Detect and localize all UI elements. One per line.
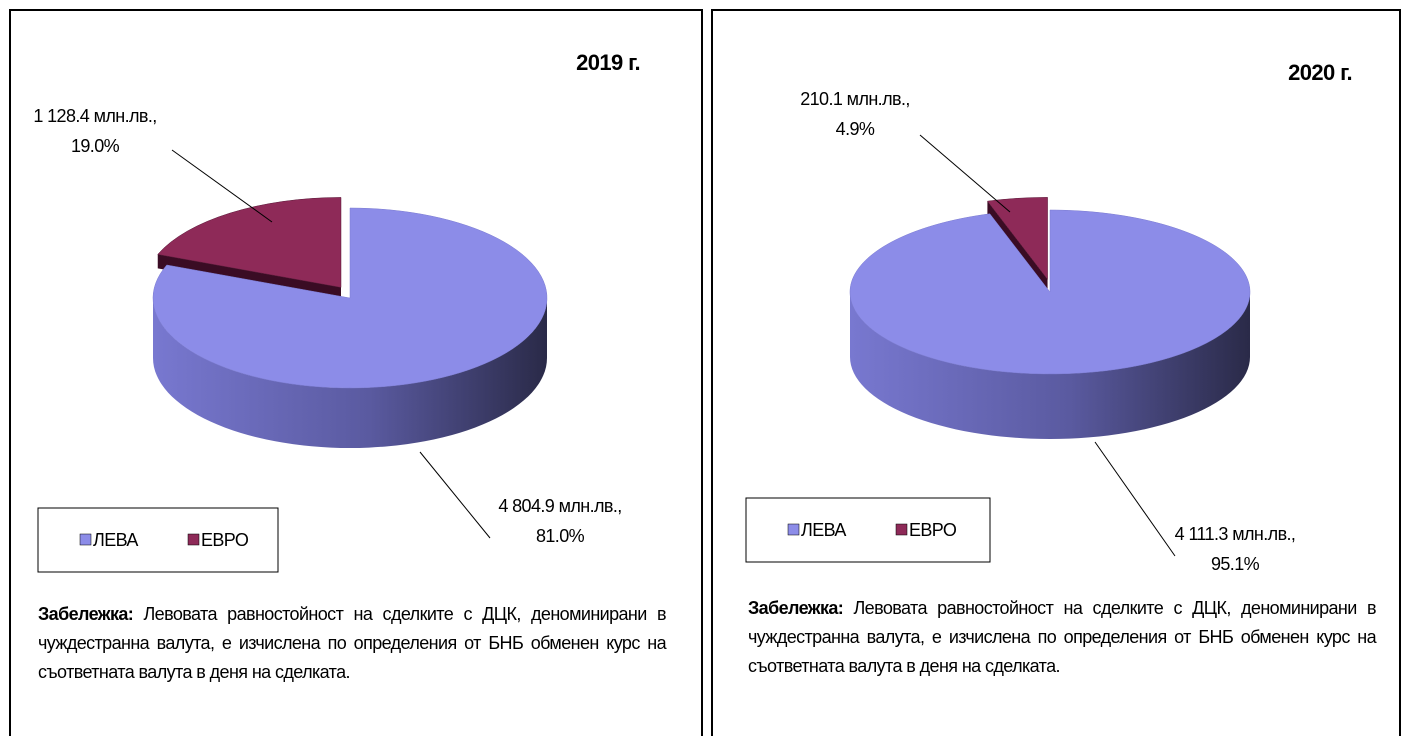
- leader-line: [1094, 441, 1176, 557]
- leader-line: [919, 134, 1011, 213]
- data-label: 4 804.9 млн.лв.,: [498, 496, 621, 516]
- leader-line: [171, 149, 273, 223]
- data-label: 19.0%: [71, 136, 120, 156]
- slice: [152, 207, 548, 389]
- data-label: 95.1%: [1211, 554, 1260, 574]
- slice-side: [850, 292, 1250, 439]
- data-label: 4.9%: [836, 119, 875, 139]
- note: Забележка: Левовата равностойност на сде…: [748, 594, 1377, 681]
- slice-side: [153, 298, 547, 448]
- legend-box: [745, 497, 991, 563]
- note: Забележка: Левовата равностойност на сде…: [38, 600, 667, 687]
- leader-line: [419, 451, 491, 539]
- chart-title: 2019 г.: [576, 50, 640, 75]
- panel-border: [711, 9, 1401, 736]
- note-label: Забележка:: [38, 604, 134, 624]
- slice: [849, 209, 1251, 375]
- legend-swatch: [787, 523, 800, 536]
- legend-swatch: [187, 533, 200, 546]
- data-label: 1 128.4 млн.лв.,: [33, 106, 156, 126]
- note-text: Левовата равностойност на сделките с ДЦК…: [748, 598, 1377, 676]
- note-label: Забележка:: [748, 598, 844, 618]
- data-label: 210.1 млн.лв.,: [800, 89, 910, 109]
- slice: [157, 197, 342, 288]
- data-label: 81.0%: [536, 526, 585, 546]
- legend-swatch: [79, 533, 92, 546]
- legend-label: ЛЕВА: [801, 520, 846, 540]
- note-text: Левовата равностойност на сделките с ДЦК…: [38, 604, 667, 682]
- legend-box: [37, 507, 279, 573]
- legend-swatch: [895, 523, 908, 536]
- chart-title: 2020 г.: [1288, 60, 1352, 85]
- legend-label: ЕВРО: [201, 530, 249, 550]
- slice: [986, 197, 1048, 281]
- panel-border: [9, 9, 703, 736]
- data-label: 4 111.3 млн.лв.,: [1175, 524, 1296, 544]
- legend-label: ЛЕВА: [93, 530, 138, 550]
- legend-label: ЕВРО: [909, 520, 957, 540]
